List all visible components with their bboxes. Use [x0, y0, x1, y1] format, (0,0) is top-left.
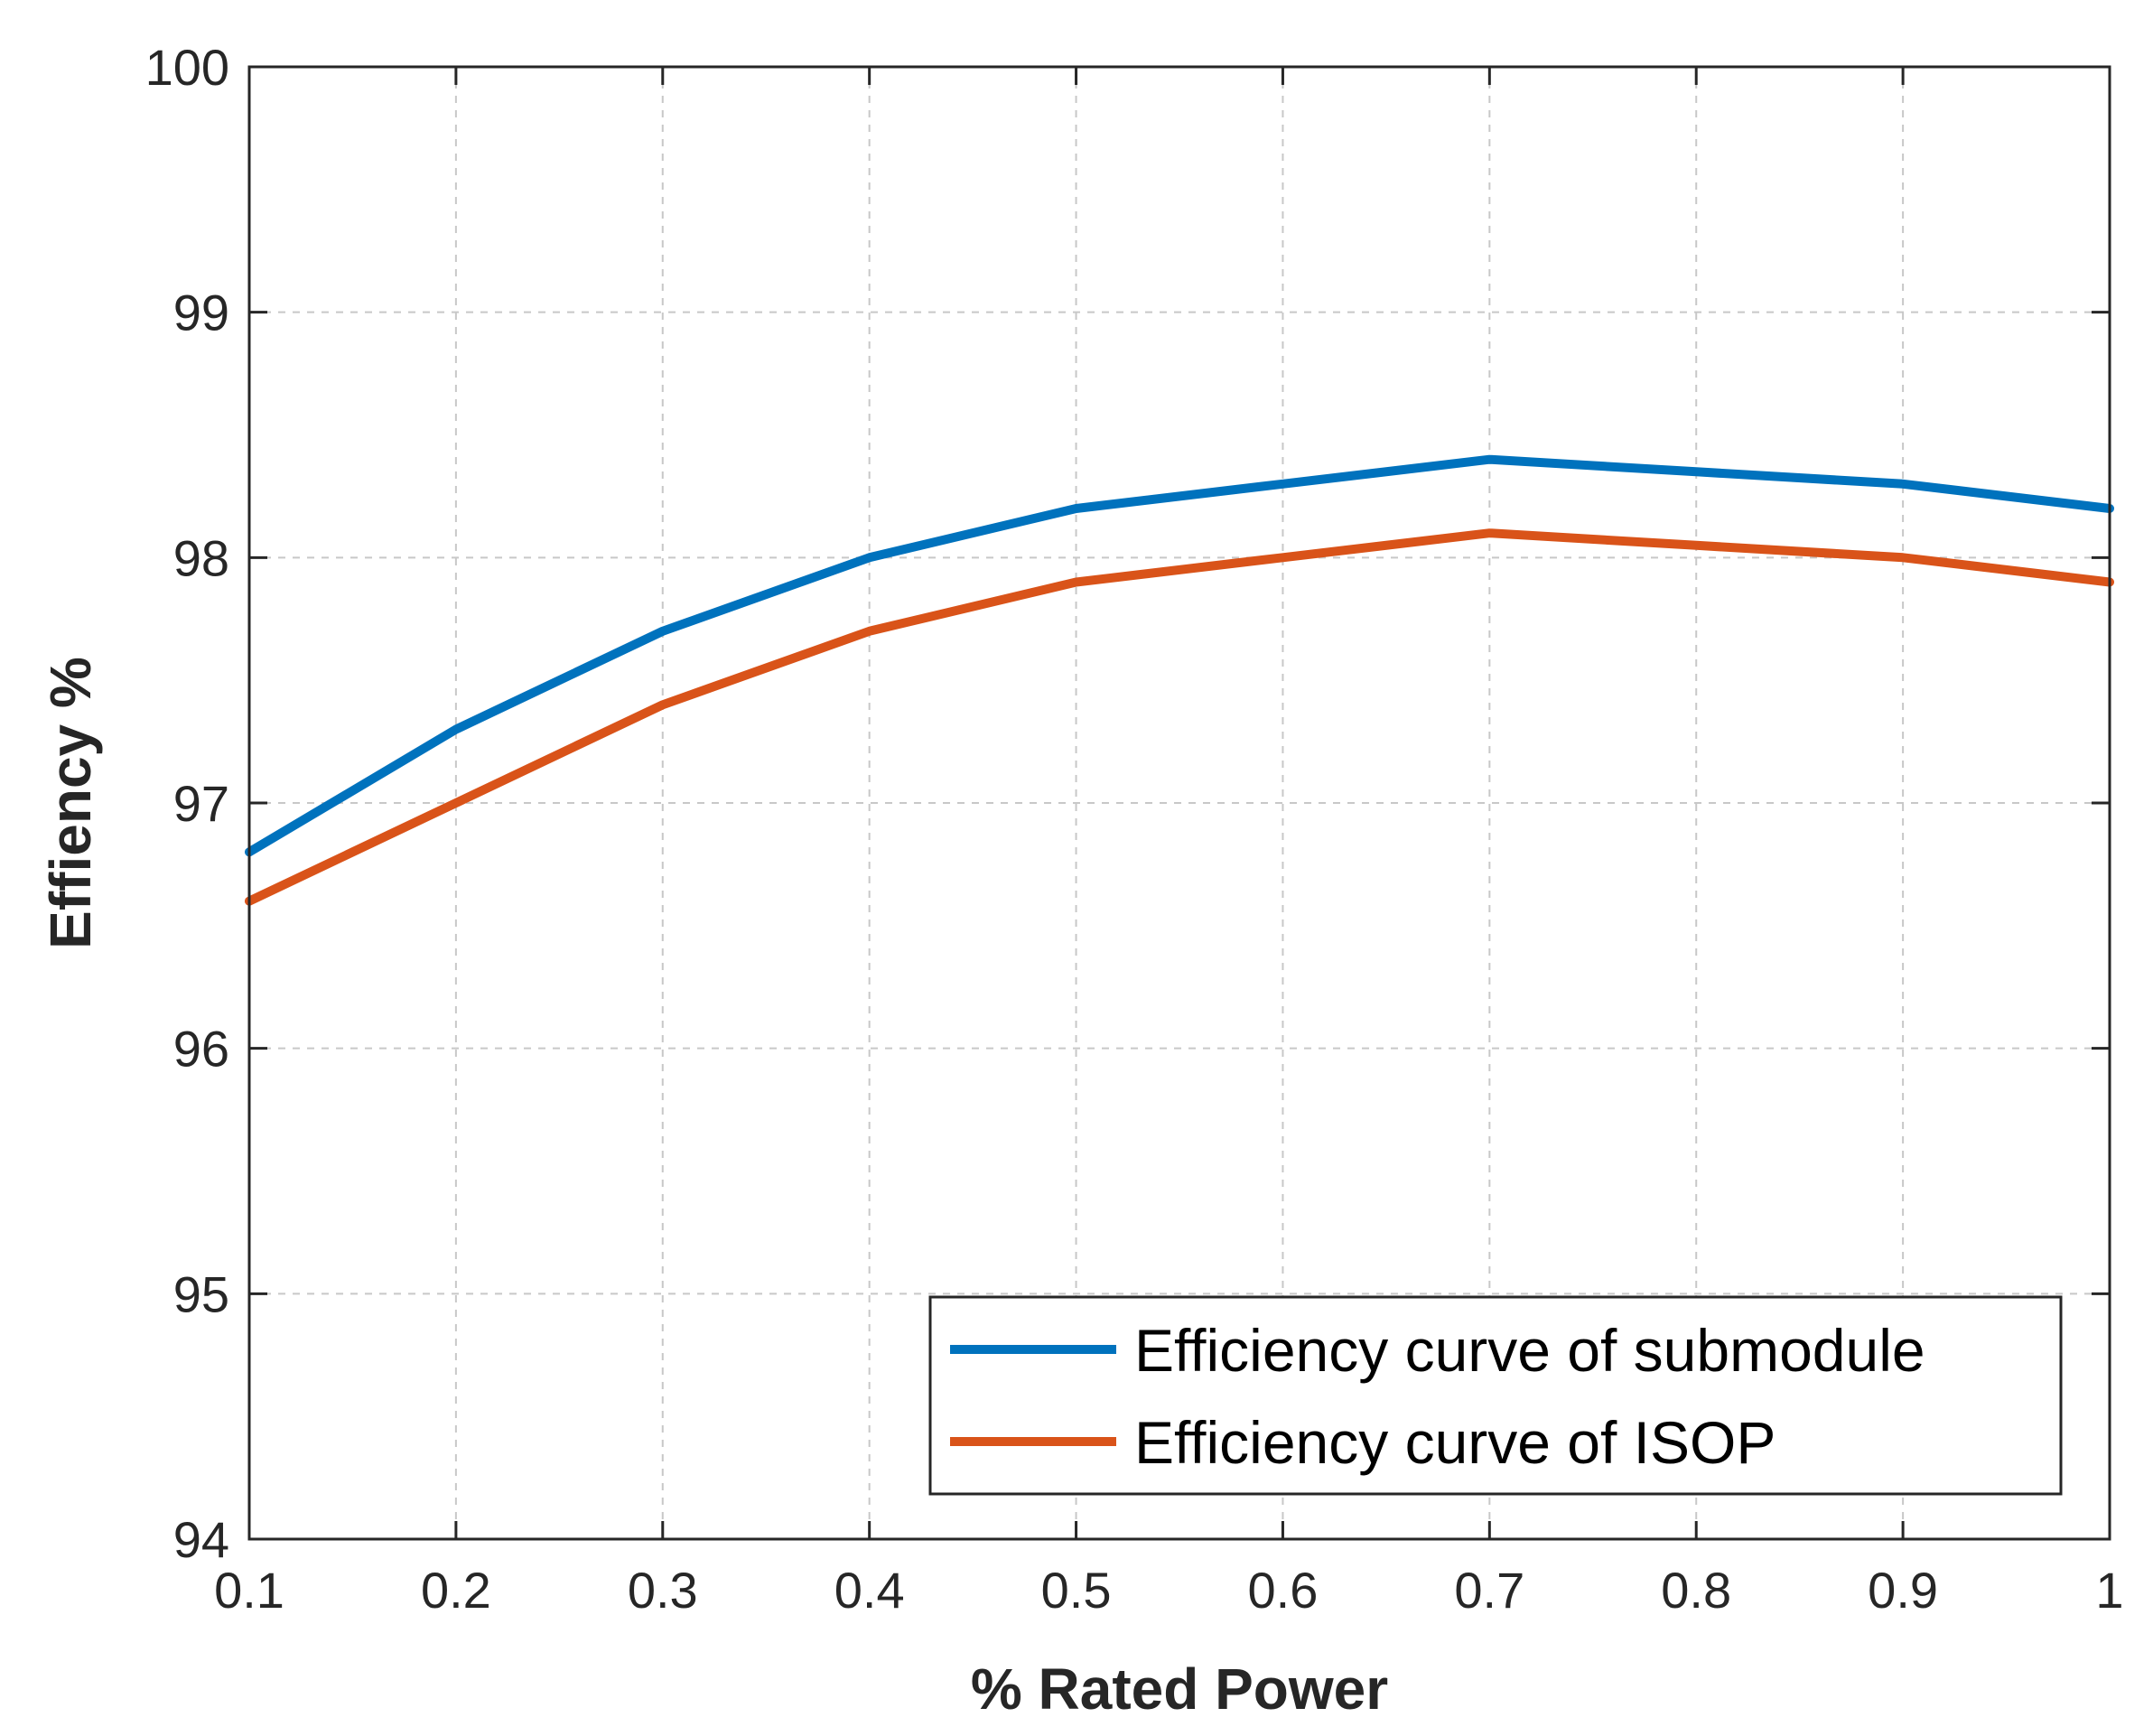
legend: Efficiency curve of submodule Efficiency…	[928, 1295, 2063, 1496]
x-tick-label: 0.3	[628, 1562, 698, 1619]
legend-box	[928, 1295, 2063, 1496]
y-axis-title: Effiency %	[38, 657, 103, 949]
x-tick-label: 1	[2095, 1562, 2123, 1619]
y-tick-label: 100	[145, 39, 229, 96]
y-tick-label: 95	[173, 1265, 229, 1322]
ticks	[247, 65, 2111, 1541]
legend-label-submodule: Efficiency curve of submodule	[1134, 1317, 1925, 1384]
x-tick-label: 0.8	[1661, 1562, 1731, 1619]
series-line-0	[245, 454, 2114, 857]
x-tick-label: 0.1	[214, 1562, 284, 1619]
x-axis-title: % Rated Power	[971, 1657, 1388, 1722]
y-tick-label: 97	[173, 775, 229, 832]
series-line-1	[245, 528, 2114, 906]
x-tick-label: 0.5	[1041, 1562, 1112, 1619]
y-tick-label: 96	[173, 1021, 229, 1078]
x-tick-label: 0.2	[421, 1562, 491, 1619]
y-tick-label: 98	[173, 529, 229, 586]
y-tick-label: 99	[173, 285, 229, 341]
x-tick-label: 0.9	[1868, 1562, 1938, 1619]
legend-label-isop: Efficiency curve of ISOP	[1134, 1409, 1776, 1476]
y-tick-label: 94	[173, 1511, 229, 1568]
x-tick-label: 0.6	[1248, 1562, 1319, 1619]
series-layer	[245, 454, 2114, 906]
x-tick-label: 0.4	[834, 1562, 905, 1619]
x-tick-label: 0.7	[1454, 1562, 1524, 1619]
tick-labels: 0.1 0.2 0.3 0.4 0.5 0.6 0.7 0.8 0.9 1 94 95 96 97 98 99…	[145, 39, 2124, 1619]
grid	[249, 67, 2110, 1539]
